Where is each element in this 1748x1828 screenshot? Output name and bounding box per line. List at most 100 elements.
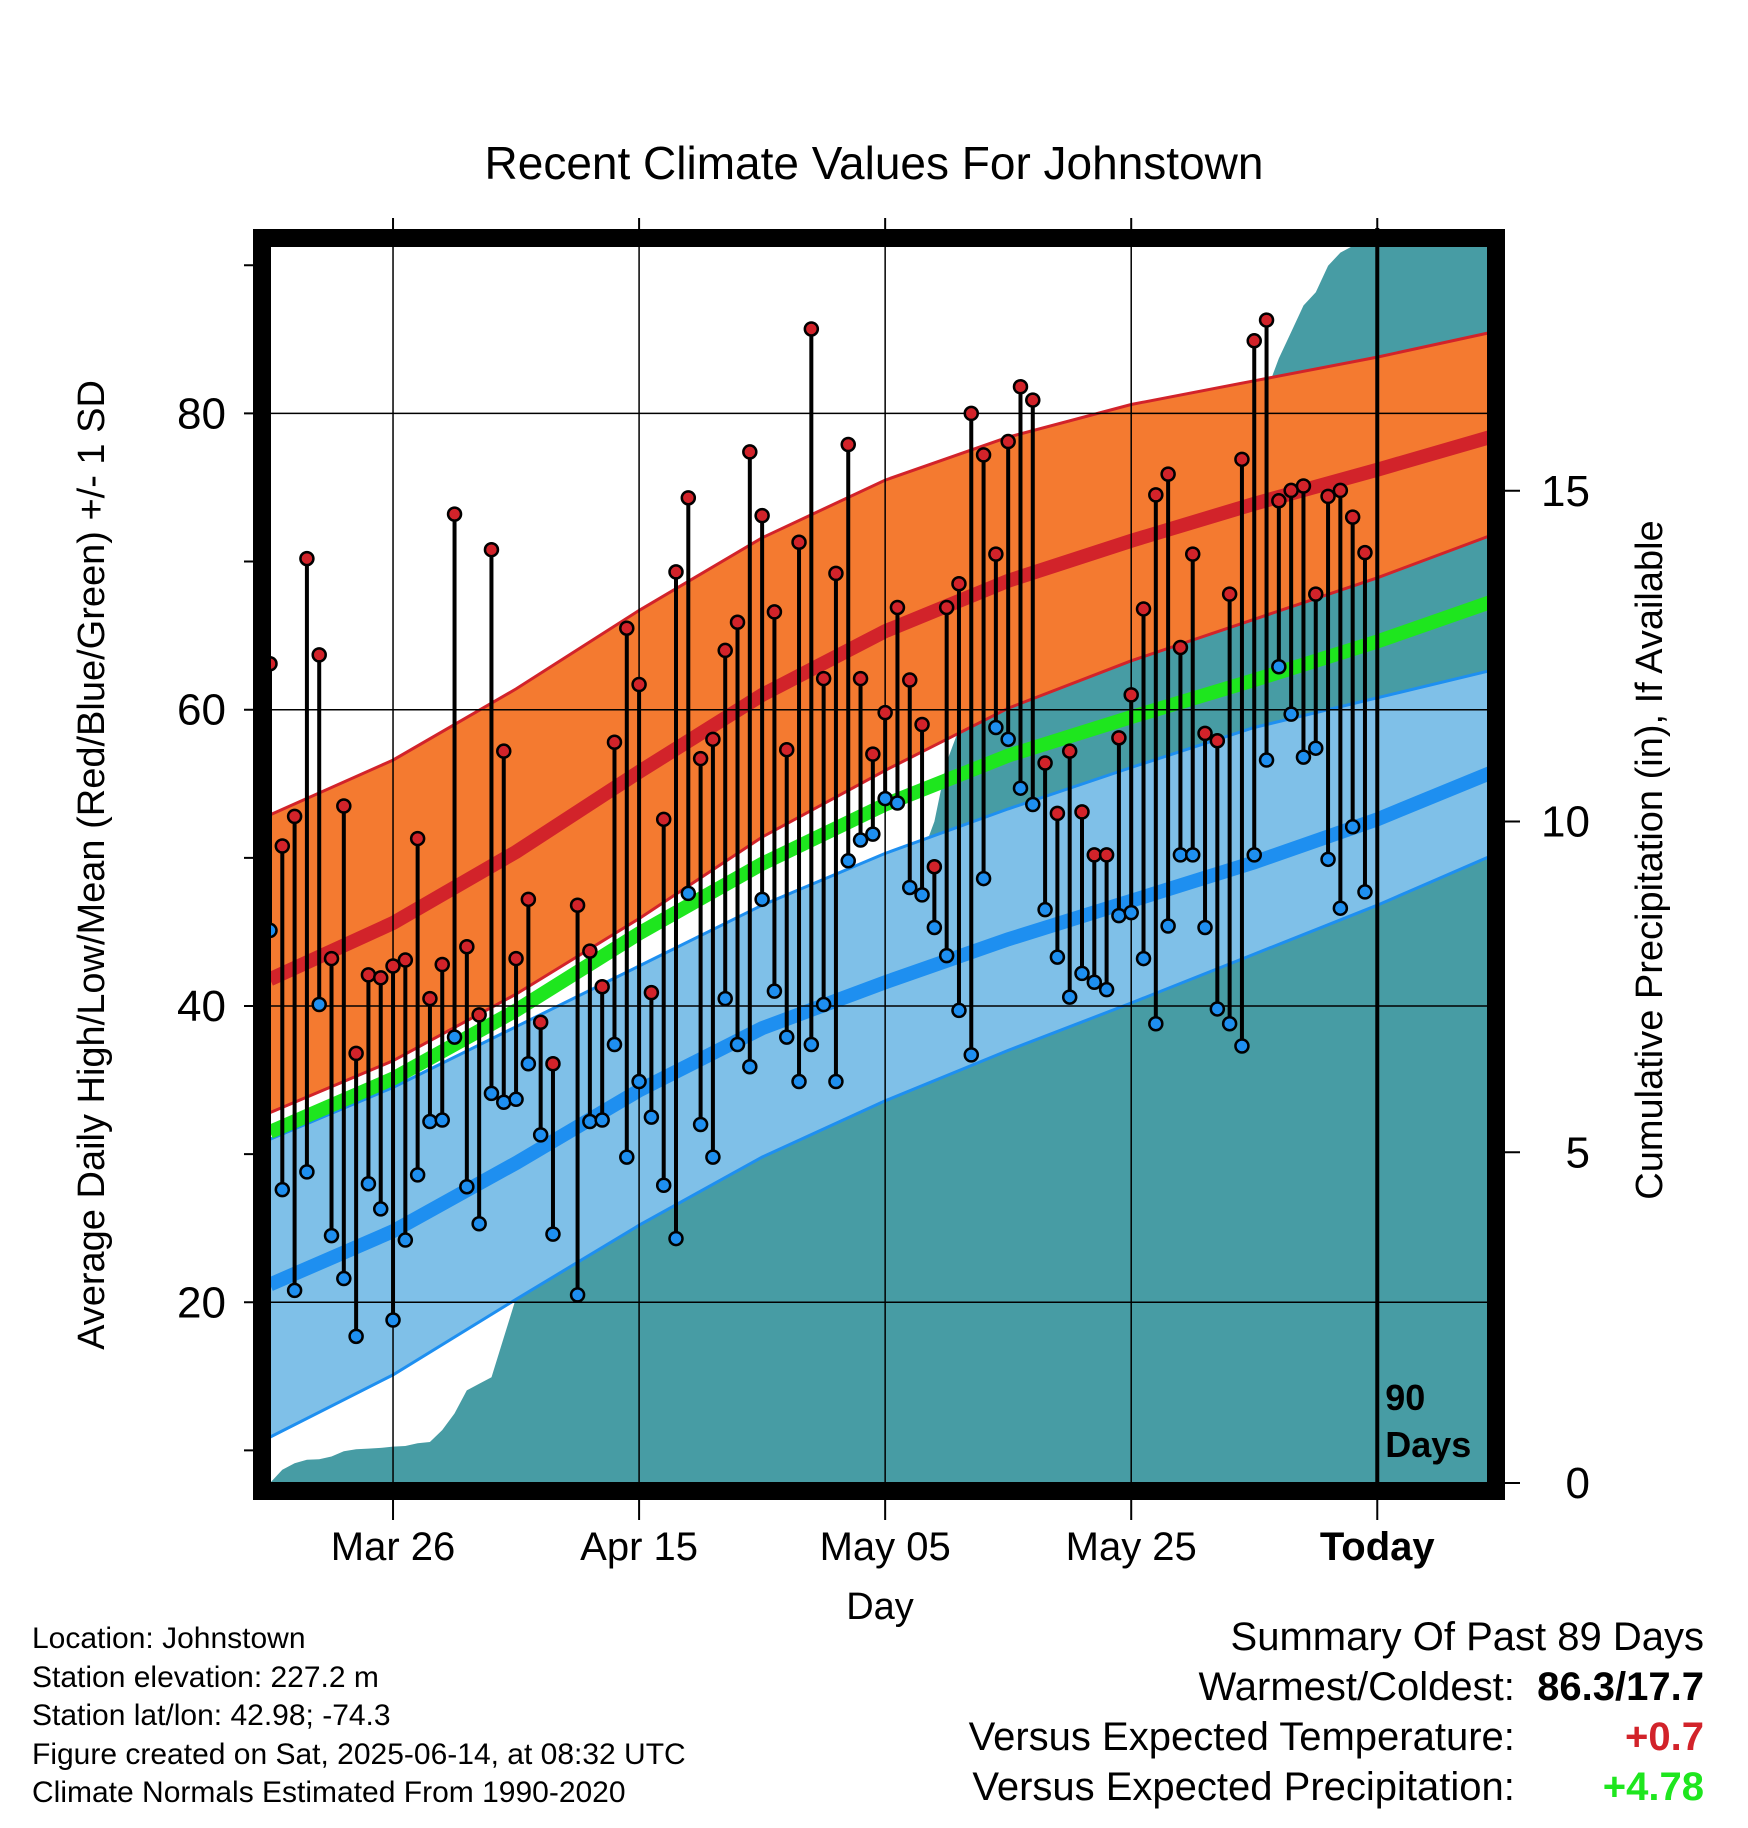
daily-high-point	[1332, 482, 1349, 499]
warmest-value: 86.3	[1537, 1665, 1616, 1709]
daily-high-point	[1012, 378, 1029, 395]
daily-low-point	[1209, 1001, 1226, 1017]
daily-low-point	[729, 1036, 746, 1053]
daily-low-point	[766, 983, 783, 999]
daily-high-point	[1221, 586, 1238, 602]
daily-low-point	[532, 1127, 549, 1143]
y2-tick-label: 15	[1541, 467, 1590, 516]
daily-low-point	[545, 1226, 561, 1242]
daily-low-point	[582, 1113, 598, 1130]
daily-high-point	[372, 970, 389, 986]
daily-low-point	[668, 1230, 684, 1247]
daily-low-point	[963, 1047, 980, 1063]
station-info: Location: Johnstown Station elevation: 2…	[32, 1620, 686, 1813]
coldest-value: 17.7	[1626, 1665, 1704, 1709]
daily-high-point	[1234, 451, 1250, 468]
daily-low-point	[692, 1116, 709, 1133]
daily-high-point	[791, 534, 807, 551]
daily-high-point	[520, 891, 537, 908]
y-tick-label: 40	[177, 982, 226, 1031]
daily-high-point	[926, 858, 943, 875]
plot-border	[253, 229, 1505, 1500]
daily-high-point	[1258, 312, 1275, 328]
normals-text: Climate Normals Estimated From 1990-2020	[32, 1776, 626, 1809]
daily-high-point	[594, 978, 610, 995]
daily-high-point	[471, 1007, 487, 1023]
x-tick-label: Apr 15	[580, 1525, 698, 1569]
daily-high-point	[803, 321, 820, 337]
daily-low-point	[1357, 884, 1373, 900]
daily-points	[262, 312, 1373, 1345]
daily-high-point	[434, 956, 450, 973]
daily-high-point	[951, 576, 967, 592]
daily-high-point	[729, 614, 746, 631]
warm-cold-value: 86.3/17.7	[1526, 1662, 1704, 1712]
daily-low-point	[1074, 965, 1090, 982]
daily-low-point	[1025, 796, 1041, 813]
daily-low-point	[299, 1164, 315, 1180]
daily-high-point	[299, 550, 315, 567]
daily-high-point	[397, 952, 414, 968]
daily-high-point	[815, 670, 832, 687]
daily-high-point	[569, 897, 586, 913]
daily-high-point	[545, 1056, 561, 1072]
daily-low-point	[385, 1312, 401, 1328]
daily-high-point	[643, 984, 660, 1001]
y-axis-label: Average Daily High/Low/Mean (Red/Blue/Gr…	[71, 380, 113, 1350]
daily-low-point	[606, 1036, 623, 1053]
daily-low-point	[1135, 950, 1152, 967]
daily-high-point	[692, 750, 709, 767]
daily-high-point	[680, 490, 697, 506]
daily-high-point	[1344, 509, 1361, 525]
daily-high-point	[336, 798, 352, 814]
daily-low-point	[286, 1282, 303, 1299]
daily-high-point	[742, 444, 758, 460]
daily-high-point	[532, 1014, 549, 1031]
daily-high-point	[1172, 639, 1189, 656]
y-tick-label: 80	[177, 389, 226, 438]
daily-low-point	[1148, 1016, 1164, 1032]
daily-high-point	[717, 642, 733, 659]
daily-low-point	[397, 1232, 414, 1248]
daily-range-bars	[268, 320, 1367, 1337]
latlon-text: Station lat/lon: 42.98; -74.3	[32, 1699, 391, 1732]
y2-tick-label: 0	[1566, 1459, 1590, 1508]
daily-low-point	[619, 1149, 635, 1165]
daily-high-point	[496, 743, 512, 759]
daily-high-point	[323, 950, 340, 967]
daily-low-point	[803, 1036, 820, 1053]
daily-low-point	[791, 1073, 807, 1090]
daily-low-point	[643, 1109, 660, 1125]
warm-cold-row: Warmest/Coldest: 86.3/17.7	[969, 1662, 1705, 1712]
daily-low-point	[1012, 780, 1029, 796]
daily-high-point	[963, 405, 980, 422]
daily-high-point	[446, 506, 463, 522]
daily-low-point	[1061, 989, 1078, 1005]
daily-low-point	[631, 1073, 647, 1090]
daily-low-point	[1344, 818, 1361, 835]
daily-low-point	[372, 1201, 389, 1217]
daily-low-point	[988, 719, 1004, 736]
daily-high-point	[508, 950, 524, 967]
daily-high-point	[828, 565, 844, 582]
daily-low-point	[754, 891, 770, 908]
daily-high-point	[286, 808, 303, 825]
daily-low-point	[938, 947, 955, 964]
daily-low-point	[496, 1094, 512, 1111]
daily-low-point	[483, 1085, 500, 1102]
daily-low-point	[778, 1029, 795, 1045]
daily-high-point	[1271, 493, 1287, 509]
daily-high-point	[1320, 488, 1336, 505]
daily-low-point	[323, 1227, 340, 1244]
daily-high-point	[619, 620, 635, 636]
daily-high-point	[1098, 847, 1115, 863]
daily-low-point	[274, 1181, 291, 1198]
daily-low-point	[434, 1112, 450, 1128]
x-tick-label: May 25	[1066, 1525, 1197, 1569]
y2-tick-label: 10	[1541, 798, 1590, 847]
daily-high-point	[348, 1045, 364, 1062]
temp-anomaly-row: Versus Expected Temperature: +0.7	[969, 1712, 1704, 1762]
daily-high-point	[778, 741, 795, 758]
daily-low-point	[717, 990, 733, 1007]
